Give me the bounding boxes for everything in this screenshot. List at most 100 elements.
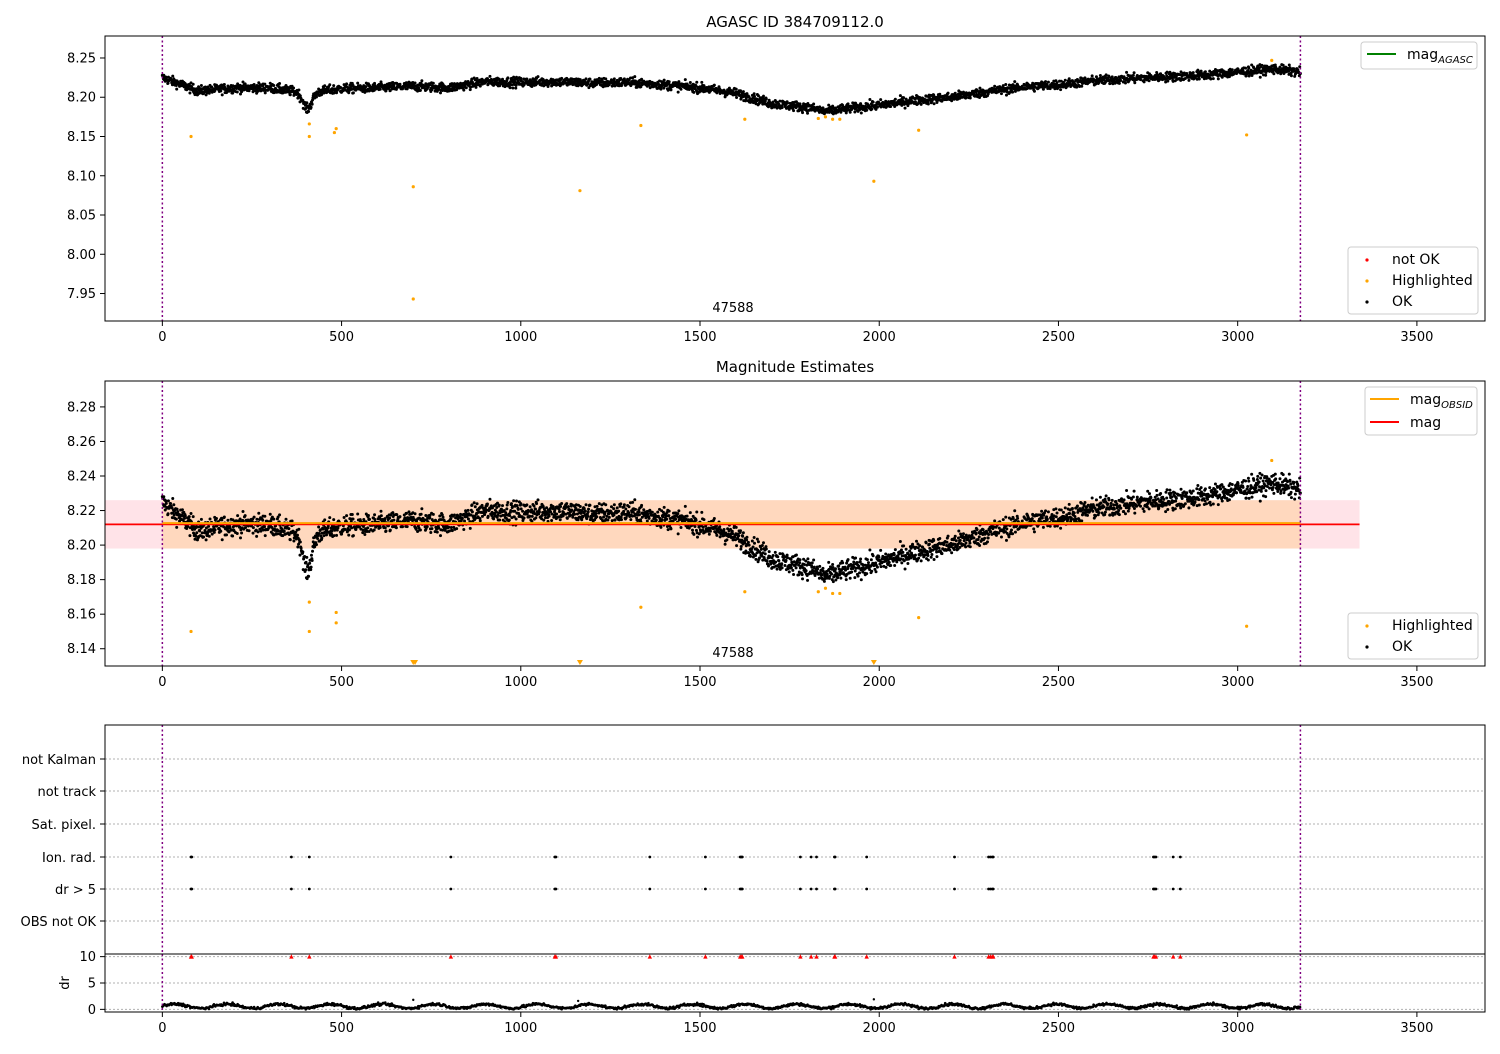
ok-point — [631, 501, 634, 504]
ok-point — [389, 529, 392, 532]
ok-point — [384, 526, 387, 529]
ok-point — [308, 562, 311, 565]
ok-point — [305, 561, 308, 564]
ok-point — [718, 525, 721, 528]
panel1-title: AGASC ID 384709112.0 — [706, 13, 884, 31]
ok-point — [317, 525, 320, 528]
ok-point — [453, 514, 456, 517]
ok-point — [741, 535, 744, 538]
ok-point — [414, 512, 417, 515]
ok-point — [1272, 72, 1275, 75]
ok-point — [1278, 66, 1281, 69]
ok-point — [420, 507, 423, 510]
ok-point — [345, 514, 348, 517]
ok-point — [304, 568, 307, 571]
ok-point — [471, 503, 474, 506]
ok-point — [392, 519, 395, 522]
x-tick-label: 3500 — [1400, 330, 1433, 345]
ok-point — [207, 525, 210, 528]
ok-point — [555, 512, 558, 515]
ok-point — [307, 110, 310, 113]
highlighted-point — [817, 117, 820, 120]
ok-point — [762, 541, 765, 544]
ok-point — [558, 508, 561, 511]
highlighted-point — [639, 124, 642, 127]
ok-point — [171, 75, 174, 78]
ok-point — [202, 535, 205, 538]
ok-point — [242, 520, 245, 523]
ok-point — [735, 88, 738, 91]
highlighted-point — [831, 118, 834, 121]
legend-ok-label: OK — [1392, 294, 1413, 310]
ok-point — [467, 517, 470, 520]
ok-point — [320, 537, 323, 540]
ok-point — [661, 518, 664, 521]
highlighted-point — [838, 118, 841, 121]
ok-point — [289, 93, 292, 96]
ok-point — [521, 510, 524, 513]
ok-point — [713, 517, 716, 520]
ok-point — [588, 504, 591, 507]
ok-point — [691, 529, 694, 532]
ok-point — [257, 530, 260, 533]
ok-point — [1192, 71, 1195, 74]
ok-point — [927, 103, 930, 106]
ok-point — [740, 545, 743, 548]
ok-point — [648, 517, 651, 520]
y-tick-label: 8.10 — [67, 169, 96, 184]
ok-point — [509, 86, 512, 89]
highlighted-point — [333, 131, 336, 134]
ok-point — [498, 504, 501, 507]
ok-point — [190, 512, 193, 515]
ok-point — [642, 508, 645, 511]
ok-point — [215, 517, 218, 520]
ok-point — [777, 559, 780, 562]
ok-point — [667, 528, 670, 531]
ok-point — [1133, 81, 1136, 84]
ok-point — [774, 560, 777, 563]
ok-point — [301, 550, 304, 553]
panel2-points — [161, 459, 1302, 665]
ok-point — [223, 83, 226, 86]
ok-point — [536, 75, 539, 78]
ok-point — [754, 554, 757, 557]
ok-point — [772, 554, 775, 557]
ok-point — [419, 89, 422, 92]
ok-point — [560, 77, 563, 80]
ok-point — [1204, 70, 1207, 73]
ok-point — [550, 519, 553, 522]
ok-point — [868, 98, 871, 101]
ok-point — [598, 77, 601, 80]
ok-point — [860, 111, 863, 114]
ok-point — [474, 86, 477, 89]
ok-point — [604, 77, 607, 80]
legend-highlighted-marker — [1365, 279, 1368, 282]
ok-point — [492, 517, 495, 520]
ok-point — [757, 540, 760, 543]
ok-point — [343, 516, 346, 519]
ok-point — [735, 526, 738, 529]
panel1-obsid-label: 47588 — [712, 301, 753, 316]
ok-point — [515, 518, 518, 521]
ok-point — [436, 531, 439, 534]
x-tick-label: 0 — [158, 330, 166, 345]
ok-point — [367, 514, 370, 517]
ok-point — [765, 547, 768, 550]
ok-point — [272, 518, 275, 521]
ok-point — [571, 516, 574, 519]
ok-point — [702, 518, 705, 521]
ok-point — [523, 516, 526, 519]
ok-point — [432, 513, 435, 516]
ok-point — [257, 512, 260, 515]
ok-point — [633, 498, 636, 501]
ok-point — [442, 516, 445, 519]
ok-point — [428, 516, 431, 519]
ok-point — [476, 77, 479, 80]
ok-point — [680, 526, 683, 529]
ok-point — [172, 503, 175, 506]
ok-point — [587, 510, 590, 513]
ok-point — [542, 519, 545, 522]
ok-point — [534, 508, 537, 511]
ok-point — [651, 511, 654, 514]
ok-point — [379, 526, 382, 529]
